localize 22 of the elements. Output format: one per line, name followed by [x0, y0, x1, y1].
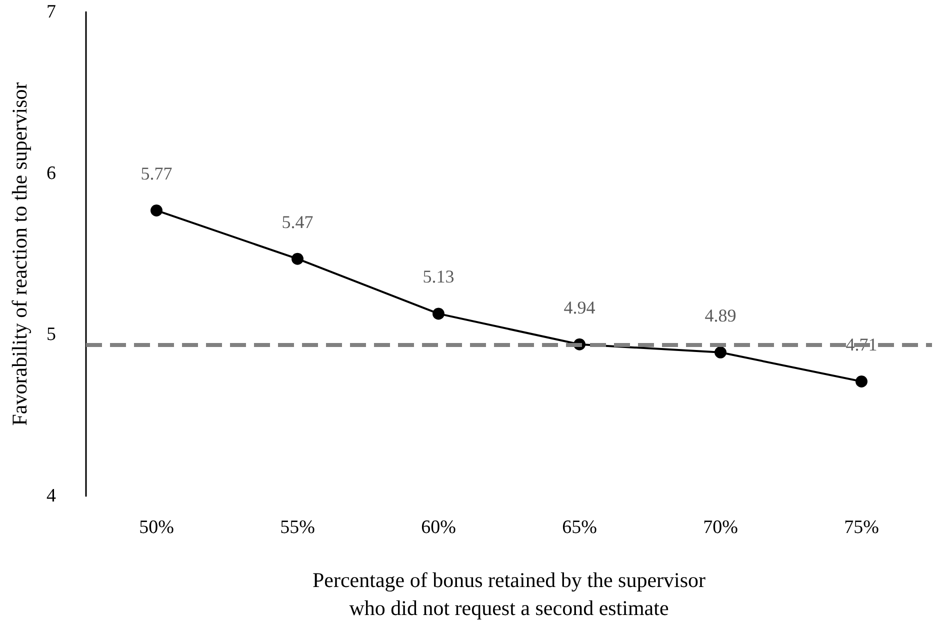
data-label: 4.89	[704, 305, 736, 326]
x-tick-label: 60%	[421, 517, 456, 538]
y-tick-label: 4	[46, 486, 56, 506]
data-label: 4.94	[564, 297, 596, 318]
point	[714, 346, 726, 358]
x-axis-title: Percentage of bonus retained by the supervisor who did not request a second estimate	[312, 568, 706, 620]
x-tick-label: 50%	[139, 517, 174, 538]
x-tick-label: 65%	[562, 517, 598, 538]
x-tick-label: 75%	[844, 517, 880, 538]
data-label: 5.47	[282, 212, 314, 232]
y-axis-title: Favorability of reaction to the supervisor	[8, 82, 32, 426]
point	[150, 204, 162, 216]
y-tick-label: 5	[46, 324, 56, 346]
data-label: 5.77	[140, 163, 172, 184]
y-tick-label: 7	[46, 2, 56, 22]
x-tick-label: 70%	[703, 517, 738, 538]
x-tick-label: 55%	[280, 517, 316, 538]
point	[432, 308, 444, 320]
y-tick-label: 6	[46, 162, 56, 184]
data-label: 5.13	[422, 266, 454, 287]
point	[292, 252, 304, 265]
point	[856, 375, 868, 388]
